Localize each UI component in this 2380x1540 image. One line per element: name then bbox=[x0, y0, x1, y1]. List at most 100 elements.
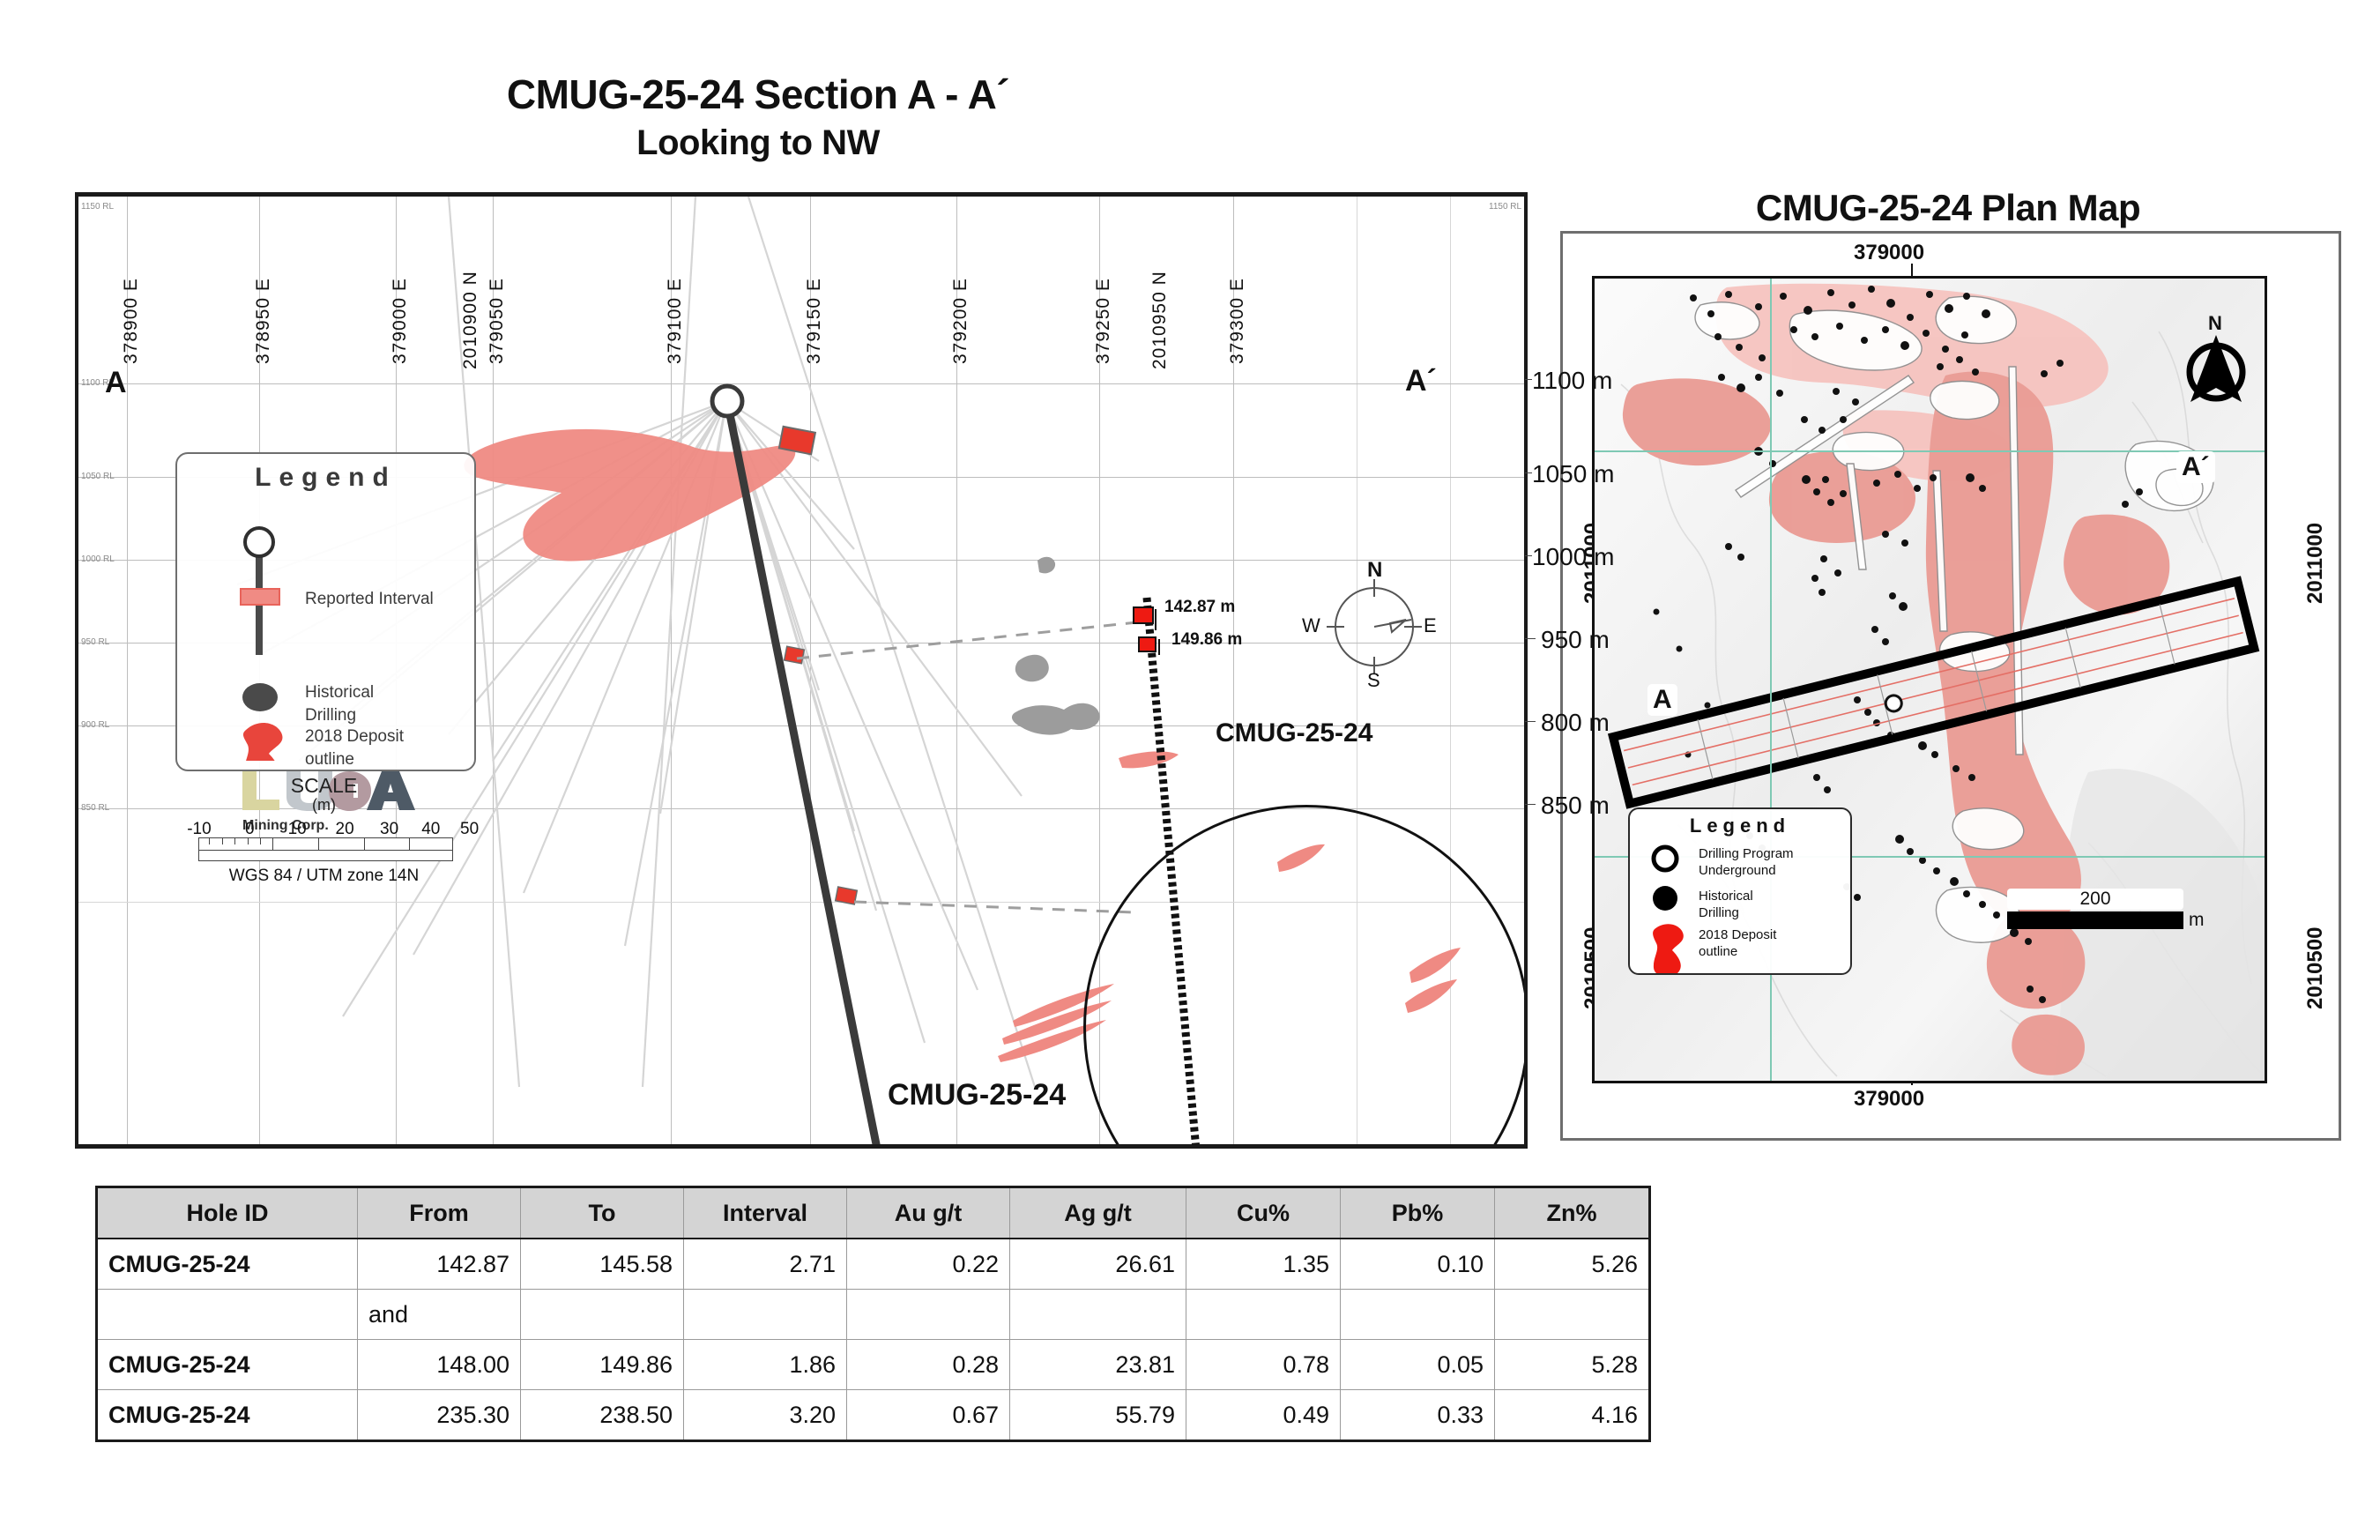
elevation-axis: 1100 m 1050 m 1000 m 950 m 800 m 850 m bbox=[1525, 192, 1701, 1144]
section-legend-label-historical: Historical Drilling bbox=[305, 683, 375, 725]
column-header-interval: Interval bbox=[683, 1186, 847, 1239]
depth-label-149: 149.86 m bbox=[1171, 630, 1243, 649]
cell-au bbox=[846, 1289, 1010, 1340]
elevation-label: 1100 m bbox=[1532, 367, 1613, 394]
deposit-outline-pink bbox=[464, 428, 796, 562]
grid-line-vertical bbox=[1233, 197, 1234, 1144]
cell-to: 145.58 bbox=[520, 1238, 684, 1290]
section-label-a-prime: A´ bbox=[1405, 364, 1437, 398]
cell-cu: 0.49 bbox=[1186, 1389, 1341, 1442]
cell-from: 142.87 bbox=[357, 1238, 521, 1290]
cell-zn: 5.26 bbox=[1494, 1238, 1651, 1290]
section-title: CMUG-25-24 Section A - A´ bbox=[506, 71, 1010, 117]
compass-south-label: S bbox=[1367, 669, 1380, 691]
cell-cu: 1.35 bbox=[1186, 1238, 1341, 1290]
scale-bar-title: SCALE bbox=[290, 774, 358, 797]
grid-line-horizontal bbox=[78, 808, 1524, 809]
compass-north-label: N bbox=[1367, 558, 1383, 582]
cell-zn bbox=[1494, 1289, 1651, 1340]
plan-label-a: A bbox=[1647, 684, 1677, 716]
plan-map-title: CMUG-25-24 Plan Map bbox=[1755, 187, 2141, 228]
column-header-hole-id: Hole ID bbox=[95, 1186, 358, 1239]
plan-historical-drilling-dots bbox=[1653, 286, 2143, 1003]
section-subtitle: Looking to NW bbox=[636, 123, 880, 162]
cell-to: 238.50 bbox=[520, 1389, 684, 1442]
inset-hole-id-label: CMUG-25-24 bbox=[1216, 718, 1373, 748]
plan-coord-right-bottom: 2010500 bbox=[2303, 926, 2327, 1009]
grid-line-horizontal bbox=[78, 725, 1524, 726]
section-legend-symbols bbox=[240, 526, 283, 761]
cell-from: 148.00 bbox=[357, 1339, 521, 1390]
elevation-label: 950 m bbox=[1541, 626, 1610, 653]
section-label-a: A bbox=[105, 366, 127, 399]
cell-pb bbox=[1340, 1289, 1495, 1340]
table-row: CMUG-25-24 235.30 238.50 3.20 0.67 55.79… bbox=[95, 1389, 1651, 1442]
logo-letter-a bbox=[367, 771, 415, 810]
cell-and: and bbox=[357, 1289, 521, 1340]
cell-ag: 26.61 bbox=[1009, 1238, 1186, 1290]
section-legend-label-interval: Reported Interval bbox=[305, 590, 434, 608]
cell-to bbox=[520, 1289, 684, 1340]
grid-line-vertical bbox=[127, 197, 128, 1144]
section-legend-label-deposit: 2018 Deposit outline bbox=[305, 727, 404, 769]
rl-tick-label: 1100 RL bbox=[81, 378, 115, 388]
scale-tick: 20 bbox=[335, 820, 354, 838]
grid-line-vertical bbox=[493, 197, 494, 1144]
dark-circle-icon bbox=[242, 683, 278, 711]
scale-bar-upper bbox=[198, 837, 453, 851]
plan-scale-unit: m bbox=[2189, 910, 2205, 930]
scale-tick: 0 bbox=[244, 820, 255, 838]
plan-legend-label-program: Drilling Program Underground bbox=[1699, 846, 1794, 878]
grid-line-horizontal bbox=[78, 477, 1524, 478]
rl-tick-label: 1000 RL bbox=[81, 554, 115, 564]
cell-from: 235.30 bbox=[357, 1389, 521, 1442]
cell-cu: 0.78 bbox=[1186, 1339, 1341, 1390]
cell-interval: 3.20 bbox=[683, 1389, 847, 1442]
scale-bar-lower bbox=[198, 851, 453, 861]
open-circle-icon bbox=[1651, 844, 1679, 873]
column-header-au: Au g/t bbox=[846, 1186, 1010, 1239]
cell-ag: 23.81 bbox=[1009, 1339, 1186, 1390]
column-header-from: From bbox=[357, 1186, 521, 1239]
cell-hole-id bbox=[95, 1289, 358, 1340]
plan-legend: Legend Drilling Program Underground Hist… bbox=[1628, 807, 1852, 975]
north-arrow-icon: N bbox=[2176, 312, 2256, 427]
collar-marker bbox=[710, 383, 745, 419]
cell-au: 0.67 bbox=[846, 1389, 1010, 1442]
scale-bar-crs: WGS 84 / UTM zone 14N bbox=[228, 867, 420, 885]
scale-bar-unit: (m) bbox=[312, 796, 336, 814]
table-header-row: Hole ID From To Interval Au g/t Ag g/t C… bbox=[95, 1186, 1651, 1239]
table-row: CMUG-25-24 142.87 145.58 2.71 0.22 26.61… bbox=[95, 1238, 1651, 1290]
red-blob-icon bbox=[242, 723, 283, 761]
table-row: and bbox=[95, 1289, 1651, 1340]
main-hole-id-label: CMUG-25-24 bbox=[888, 1078, 1067, 1112]
logo-letter-c bbox=[329, 771, 371, 811]
grid-line-vertical bbox=[671, 197, 672, 1144]
inset-leader-lines bbox=[796, 620, 1146, 914]
plan-legend-label-historical: Historical Drilling bbox=[1699, 889, 1753, 920]
section-scale-bar: SCALE (m) -10 0 10 20 30 40 50 bbox=[175, 774, 479, 886]
open-circle-icon bbox=[243, 526, 275, 558]
column-header-zn: Zn% bbox=[1494, 1186, 1651, 1239]
scale-tick: -10 bbox=[187, 820, 212, 838]
cell-zn: 4.16 bbox=[1494, 1389, 1651, 1442]
rl-tick-label: 850 RL bbox=[81, 803, 110, 813]
scale-tick: 10 bbox=[287, 820, 307, 838]
elevation-label: 850 m bbox=[1541, 792, 1610, 819]
grid-line-horizontal bbox=[78, 383, 1524, 384]
grid-line-horizontal bbox=[78, 560, 1524, 561]
logo-letter-l bbox=[242, 771, 279, 810]
north-arrow-label: N bbox=[2208, 312, 2222, 334]
cell-au: 0.28 bbox=[846, 1339, 1010, 1390]
plan-map-canvas[interactable]: A A´ N Legend Drilling Program Undergrou… bbox=[1592, 276, 2267, 1083]
column-header-to: To bbox=[520, 1186, 684, 1239]
cell-pb: 0.05 bbox=[1340, 1339, 1495, 1390]
grid-line-vertical bbox=[956, 197, 957, 1144]
drill-hole-trace bbox=[723, 397, 881, 1144]
scale-tick: 30 bbox=[380, 820, 399, 838]
rl-tick-label: 1050 RL bbox=[81, 472, 115, 481]
rl-tick-label: 950 RL bbox=[81, 637, 110, 647]
plan-scale-value: 200 bbox=[2007, 889, 2183, 910]
interval-bar-icon bbox=[240, 588, 280, 606]
plan-label-a-prime: A´ bbox=[2176, 451, 2215, 483]
